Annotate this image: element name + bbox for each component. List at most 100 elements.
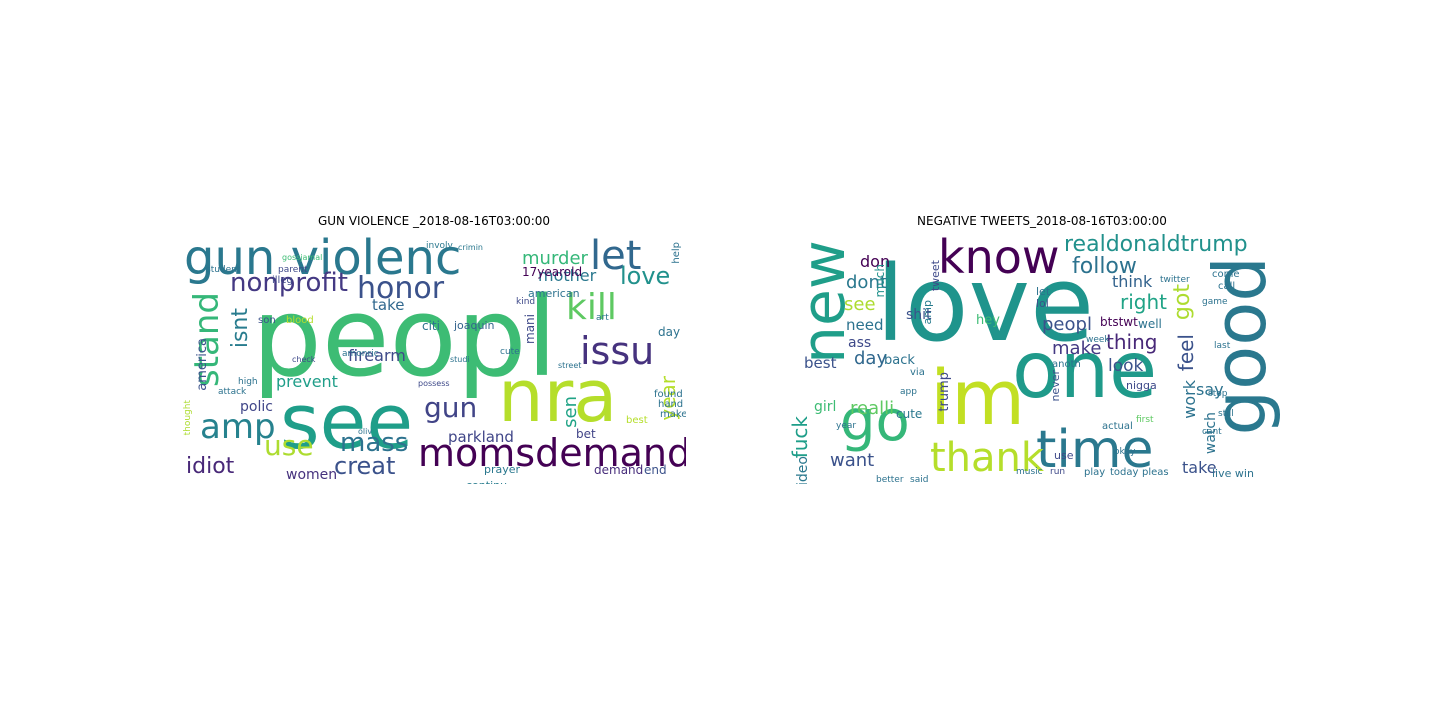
- cloud-word: tweet: [929, 260, 942, 292]
- cloud-word: play: [1084, 467, 1106, 478]
- cloud-word: trump: [937, 372, 952, 412]
- cloud-word: nra: [498, 354, 618, 438]
- cloud-word: america: [195, 338, 210, 391]
- cloud-word: cute: [896, 407, 923, 421]
- cloud-word: day: [854, 348, 888, 369]
- cloud-word: mani: [523, 314, 537, 344]
- cloud-word: prevent: [276, 372, 338, 391]
- cloud-word: check: [292, 355, 316, 364]
- cloud-word: amp: [200, 407, 276, 447]
- cloud-word: see: [844, 294, 876, 315]
- cloud-word: peopl: [1042, 314, 1092, 335]
- cloud-word: american: [528, 287, 580, 300]
- cloud-word: don: [860, 252, 891, 271]
- cloud-word: women: [286, 467, 338, 483]
- cloud-word: best: [626, 415, 648, 426]
- cloud-word: cute: [500, 347, 520, 357]
- cloud-word: involv: [426, 241, 453, 251]
- cloud-word: much: [873, 264, 887, 298]
- cloud-word: think: [1112, 272, 1153, 291]
- cloud-word: want: [830, 450, 875, 471]
- cloud-word: last: [1214, 341, 1231, 351]
- cloud-word: make: [660, 409, 686, 420]
- cloud-word: say: [1196, 380, 1224, 399]
- cloud-word: week: [1086, 335, 1110, 345]
- cloud-word: better: [876, 475, 904, 485]
- cloud-word: back: [884, 353, 915, 368]
- cloud-word: parent: [278, 265, 308, 275]
- cloud-word: street: [558, 361, 582, 370]
- cloud-word: today: [1110, 467, 1139, 478]
- cloud-word: end: [644, 463, 667, 477]
- cloud-word: video: [795, 456, 811, 484]
- cloud-word: oliv: [358, 427, 373, 436]
- wordcloud-image-right: love one im good new know time go thank realdonal…: [790, 232, 1294, 484]
- cloud-word: nonprofit: [230, 268, 348, 298]
- cloud-word: game: [1202, 297, 1228, 307]
- cloud-word: okay: [1114, 447, 1136, 457]
- cloud-word: creat: [334, 452, 396, 480]
- cloud-word: sen: [560, 396, 581, 428]
- cloud-word: music: [1016, 467, 1043, 477]
- cloud-word: joaquin: [454, 319, 495, 332]
- cloud-word: hand: [658, 399, 684, 410]
- cloud-word: actual: [1102, 421, 1133, 432]
- cloud-word: honor: [357, 271, 445, 306]
- cloud-word: btstwt: [1100, 315, 1138, 329]
- cloud-word: right: [1120, 290, 1167, 314]
- cloud-word: come: [1212, 269, 1240, 280]
- cloud-word: let: [590, 233, 642, 279]
- cloud-word: best: [804, 354, 837, 372]
- cloud-word: twitter: [1160, 275, 1190, 285]
- cloud-word: live win: [1212, 467, 1254, 480]
- cloud-word: dont: [846, 272, 887, 293]
- cloud-word: cant: [1202, 427, 1222, 437]
- cloud-word: student: [206, 265, 241, 275]
- cloud-word: realdonaldtrump: [1064, 232, 1248, 257]
- cloud-word: well: [1138, 317, 1162, 331]
- cloud-word: studi: [450, 355, 470, 364]
- cloud-word: kill: [566, 287, 617, 328]
- cloud-word: thing: [1106, 330, 1158, 354]
- cloud-word: call: [1218, 281, 1236, 292]
- cloud-word: son: [258, 315, 276, 326]
- cloud-word: hey: [976, 313, 1000, 328]
- cloud-word: go: [840, 389, 910, 454]
- cloud-word: take: [372, 296, 405, 314]
- cloud-word: thought: [183, 400, 193, 436]
- cloud-word: love: [876, 243, 1095, 365]
- cloud-word: see: [280, 377, 414, 466]
- cloud-word: mother: [538, 266, 597, 285]
- cloud-word: let: [1036, 285, 1051, 298]
- cloud-word: realli: [850, 398, 895, 419]
- cloud-word: demand: [594, 463, 644, 477]
- cloud-word: said: [910, 475, 929, 485]
- cloud-word: need: [846, 316, 884, 334]
- cloud-word: use: [1054, 449, 1074, 462]
- cloud-word: blood: [286, 315, 314, 326]
- cloud-word: gossjamal: [282, 253, 323, 262]
- cloud-word: make: [1052, 338, 1102, 359]
- cloud-word: feel: [1174, 334, 1198, 372]
- cloud-word: isnt: [228, 308, 253, 349]
- cloud-word: day: [658, 325, 681, 339]
- cloud-word: lol: [1036, 297, 1049, 310]
- cloud-word: mass: [340, 428, 409, 458]
- cloud-word: momsdemand: [418, 431, 686, 475]
- cloud-word: thank: [930, 435, 1045, 481]
- cloud-word: love: [620, 262, 671, 290]
- cloud-word: use: [264, 429, 314, 462]
- cloud-word: continu: [466, 480, 507, 484]
- cloud-word: time: [1036, 420, 1154, 480]
- cloud-word: one: [1012, 326, 1158, 416]
- cloud-word: peopl: [252, 273, 558, 401]
- cloud-word: fuck: [790, 416, 812, 459]
- cloud-word: murder: [522, 248, 588, 269]
- cloud-word: run: [1050, 467, 1066, 477]
- cloud-word: follow: [1072, 254, 1137, 279]
- cloud-word: never: [1049, 370, 1062, 402]
- cloud-word: bet: [576, 427, 596, 441]
- cloud-word: pleas: [1142, 467, 1169, 478]
- panel-title-left: GUN VIOLENCE _2018-08-16T03:00:00: [317, 214, 551, 228]
- cloud-word: year: [836, 421, 857, 431]
